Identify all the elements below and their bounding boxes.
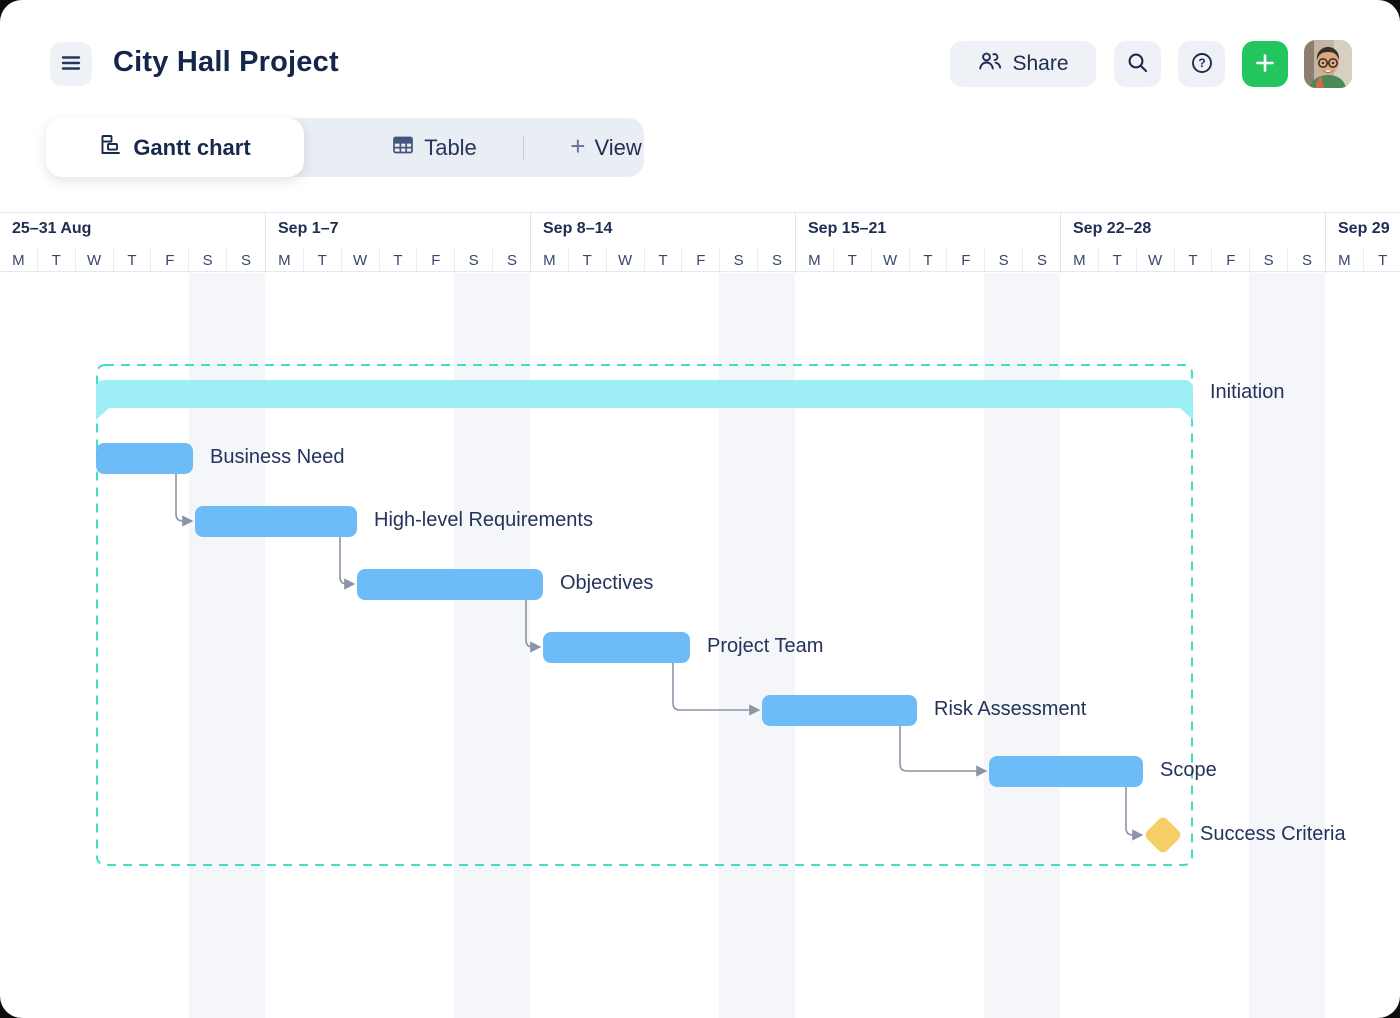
dependency-connector — [1125, 786, 1144, 841]
day-label: W — [1137, 248, 1175, 273]
week-label: Sep 1–7 — [278, 220, 339, 237]
day-label: S — [720, 248, 759, 273]
day-label: M — [266, 248, 304, 273]
plus-icon: + — [570, 131, 586, 161]
day-label: W — [607, 248, 645, 273]
plus-icon — [1254, 52, 1276, 77]
day-label: T — [645, 248, 683, 273]
day-label: S — [1301, 252, 1312, 269]
day-label: W — [872, 248, 910, 273]
gantt-chart-area: Initiation Business Need High-level Requir… — [0, 273, 1400, 1018]
week-column: Sep 15–21 M T W T F S S — [795, 213, 1060, 273]
day-label: S — [771, 252, 782, 269]
day-label: T — [304, 248, 342, 273]
task-label: Project Team — [707, 635, 824, 658]
week-label: Sep 15–21 — [808, 220, 887, 237]
help-button[interactable]: ? — [1178, 41, 1225, 87]
week-label: Sep 8–14 — [543, 220, 613, 237]
day-label: M — [531, 248, 569, 273]
day-label: W — [76, 248, 114, 273]
day-label: S — [189, 248, 228, 273]
day-label: W — [342, 248, 380, 273]
task-label: Business Need — [210, 446, 345, 469]
day-label: M — [796, 248, 834, 273]
hamburger-icon — [59, 51, 83, 78]
group-label: Initiation — [1210, 381, 1285, 404]
gantt-icon — [99, 133, 122, 162]
week-column: Sep 1–7 M T W T F S S — [265, 213, 530, 273]
day-label: T — [1378, 252, 1388, 269]
timeline-header: 25–31 Aug M T W T F S S Sep 1–7 M T W T F S S Sep 8–14 M T… — [0, 212, 1400, 273]
task-bar[interactable] — [195, 505, 357, 537]
task-bar[interactable] — [762, 694, 917, 726]
share-button[interactable]: Share — [950, 41, 1096, 87]
day-label: T — [380, 248, 418, 273]
question-icon: ? — [1190, 51, 1214, 78]
week-label: 25–31 Aug — [12, 220, 92, 237]
day-label: F — [151, 248, 190, 273]
tab-gantt-label: Gantt chart — [133, 134, 251, 160]
task-bar[interactable] — [543, 631, 690, 663]
day-label: F — [947, 248, 986, 273]
user-avatar[interactable] — [1304, 40, 1352, 88]
day-label: T — [1175, 248, 1213, 273]
week-column: 25–31 Aug M T W T F S S — [0, 213, 265, 273]
day-label: F — [1212, 248, 1251, 273]
week-label: Sep 29 — [1338, 220, 1390, 237]
summary-bar-tail — [1180, 408, 1193, 420]
svg-text:?: ? — [1198, 56, 1205, 70]
people-icon — [977, 49, 1003, 79]
day-label: M — [1326, 248, 1364, 273]
summary-bar-tail — [96, 408, 109, 420]
task-label: High-level Requirements — [374, 509, 593, 532]
day-label: S — [985, 248, 1024, 273]
tab-table-label: Table — [424, 134, 477, 160]
menu-button[interactable] — [50, 42, 92, 86]
day-label: T — [569, 248, 607, 273]
milestone-label: Success Criteria — [1200, 823, 1346, 846]
dependency-connector — [899, 725, 988, 777]
day-label: S — [455, 248, 494, 273]
tab-view-label: View — [594, 134, 642, 160]
task-bar[interactable] — [96, 442, 193, 474]
task-label: Objectives — [560, 572, 654, 595]
page-title: City Hall Project — [113, 46, 339, 78]
weekend-stripe — [1249, 273, 1325, 1018]
day-label: M — [1061, 248, 1099, 273]
search-icon — [1126, 51, 1149, 77]
day-label: T — [114, 248, 152, 273]
task-label: Risk Assessment — [934, 698, 1087, 721]
day-label: T — [38, 248, 76, 273]
tab-table[interactable]: Table — [346, 118, 522, 177]
day-label: T — [910, 248, 948, 273]
tab-divider — [523, 135, 524, 160]
table-icon — [391, 133, 415, 163]
day-label: S — [240, 252, 251, 269]
day-label: S — [506, 252, 517, 269]
day-label: F — [682, 248, 721, 273]
day-label: F — [417, 248, 456, 273]
week-column: Sep 29 M T — [1325, 213, 1400, 273]
task-bar[interactable] — [989, 755, 1143, 787]
dependency-connector — [339, 536, 356, 590]
task-label: Scope — [1160, 759, 1217, 782]
view-switcher: Gantt chart Table + View — [46, 118, 644, 177]
tab-gantt-chart[interactable]: Gantt chart — [46, 118, 304, 177]
summary-bar-initiation[interactable] — [96, 380, 1193, 408]
milestone-diamond[interactable] — [1143, 815, 1183, 855]
search-button[interactable] — [1114, 41, 1161, 87]
day-label: M — [0, 248, 38, 273]
task-bar[interactable] — [357, 568, 543, 600]
tab-add-view[interactable]: + View — [533, 118, 679, 177]
day-label: S — [1036, 252, 1047, 269]
share-label: Share — [1012, 52, 1069, 75]
week-column: Sep 8–14 M T W T F S S — [530, 213, 795, 273]
week-column: Sep 22–28 M T W T F S S — [1060, 213, 1325, 273]
day-label: T — [834, 248, 872, 273]
week-label: Sep 22–28 — [1073, 220, 1152, 237]
add-button[interactable] — [1242, 41, 1288, 87]
day-label: T — [1099, 248, 1137, 273]
day-label: S — [1250, 248, 1289, 273]
